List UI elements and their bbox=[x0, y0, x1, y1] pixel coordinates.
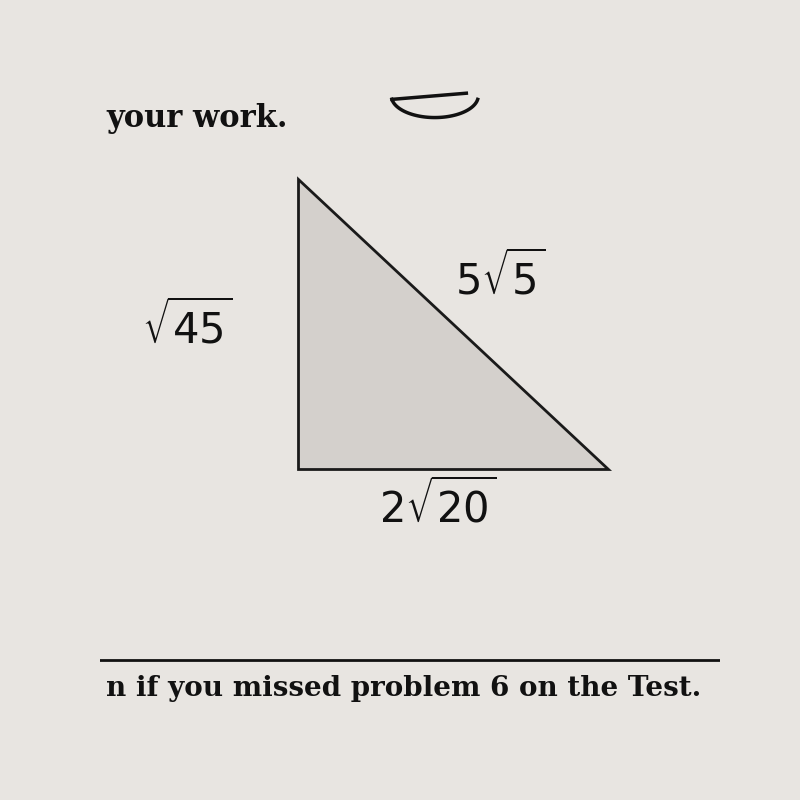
Text: $2\sqrt{20}$: $2\sqrt{20}$ bbox=[379, 480, 497, 531]
Text: n if you missed problem 6 on the Test.: n if you missed problem 6 on the Test. bbox=[106, 675, 702, 702]
Polygon shape bbox=[298, 179, 608, 469]
Text: your work.: your work. bbox=[106, 103, 288, 134]
Text: $\sqrt{45}$: $\sqrt{45}$ bbox=[142, 301, 232, 353]
Text: $5\sqrt{5}$: $5\sqrt{5}$ bbox=[454, 252, 545, 303]
